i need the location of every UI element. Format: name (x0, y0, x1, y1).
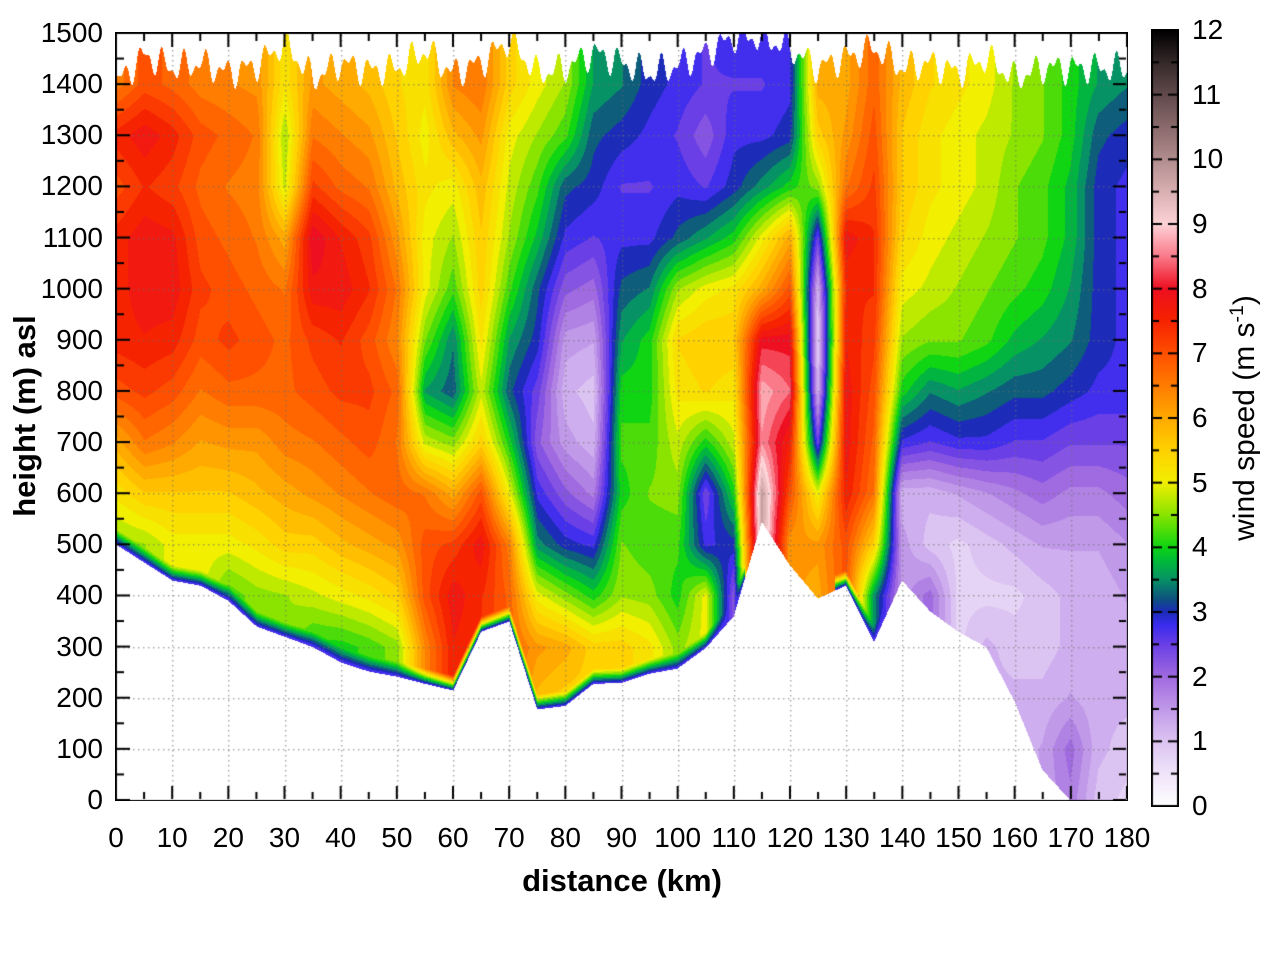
y-axis-tick-label: 1400 (40, 68, 103, 100)
colorbar-tick-label: 10 (1192, 143, 1224, 175)
y-axis-tick-label: 900 (56, 323, 103, 355)
y-axis-title: height (m) asl (7, 315, 42, 517)
x-axis-tick-label: 110 (711, 822, 757, 853)
y-axis-tick-label: 200 (56, 681, 103, 713)
x-axis-tick-label: 10 (156, 822, 188, 853)
x-axis-tick-label: 20 (212, 822, 244, 853)
x-axis-tick-label: 80 (549, 822, 581, 853)
colorbar-tick-label: 1 (1192, 725, 1208, 757)
colorbar-tick-label: 9 (1192, 208, 1208, 239)
colorbar-title-close: ) (1228, 295, 1261, 306)
colorbar-canvas (1151, 29, 1179, 807)
x-axis-tick-label: 70 (493, 822, 525, 853)
y-axis-tick-label: 400 (56, 579, 103, 611)
colorbar-title: wind speed (m s-1) (1226, 295, 1262, 541)
x-axis-tick-label: 150 (935, 822, 982, 853)
y-axis-tick-label: 800 (56, 374, 103, 406)
y-axis-tick-label: 700 (56, 426, 103, 458)
y-axis-tick-label: 600 (56, 477, 103, 509)
colorbar-tick-label: 8 (1192, 272, 1208, 304)
y-axis-tick-label: 300 (56, 630, 103, 662)
colorbar-tick-label: 3 (1192, 596, 1208, 627)
y-axis-tick-label: 1300 (40, 119, 103, 151)
colorbar-tick-label: 7 (1192, 337, 1208, 369)
x-axis-tick-label: 180 (1103, 822, 1151, 853)
colorbar-tick-label: 4 (1192, 531, 1208, 563)
x-axis-tick-label: 170 (1047, 822, 1095, 853)
colorbar-tick-label: 12 (1192, 14, 1224, 45)
heatmap-canvas (115, 32, 1128, 801)
x-axis-tick-label: 30 (268, 822, 301, 853)
x-axis-tick-label: 50 (381, 822, 413, 853)
colorbar-title-text: wind speed (m s (1228, 322, 1261, 541)
x-axis-tick-label: 140 (878, 822, 926, 853)
x-axis-tick-label: 160 (991, 822, 1039, 853)
y-axis-tick-label: 1000 (40, 272, 103, 304)
colorbar-tick-label: 0 (1192, 790, 1208, 821)
y-axis-tick-label: 1200 (40, 170, 103, 202)
x-axis-title: distance (km) (522, 863, 722, 898)
y-axis-tick-label: 100 (56, 732, 103, 764)
y-axis-tick-label: 1100 (42, 221, 103, 253)
x-axis-tick-label: 100 (654, 822, 702, 853)
colorbar-tick-label: 2 (1192, 660, 1208, 692)
x-axis-tick-label: 120 (766, 822, 814, 853)
colorbar-title-superscript: -1 (1226, 305, 1248, 323)
colorbar-tick-label: 11 (1192, 78, 1222, 110)
x-axis-tick-label: 60 (437, 822, 469, 853)
colorbar-tick-label: 6 (1192, 402, 1208, 433)
y-axis-tick-label: 1500 (40, 17, 103, 48)
x-axis-tick-label: 90 (605, 822, 638, 853)
x-axis-tick-label: 130 (822, 822, 870, 853)
x-axis-tick-label: 40 (325, 822, 357, 853)
y-axis-tick-label: 500 (56, 528, 103, 560)
x-axis-tick-label: 0 (108, 822, 124, 853)
y-axis-tick-label: 0 (87, 784, 103, 815)
colorbar-tick-label: 5 (1192, 466, 1208, 498)
